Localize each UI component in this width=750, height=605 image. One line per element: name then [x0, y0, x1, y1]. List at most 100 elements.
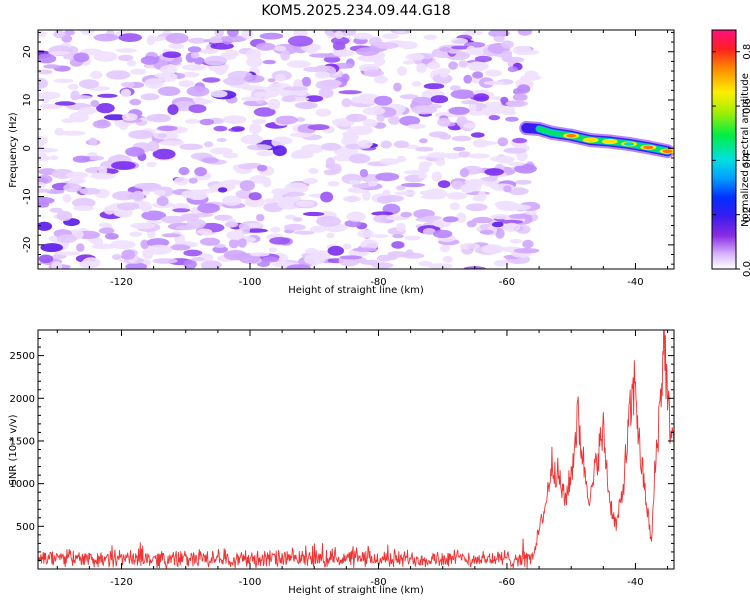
spectrogram-noise-blob	[89, 70, 103, 80]
spectrogram-noise-blob	[503, 147, 527, 154]
spectrogram-noise-blob	[488, 115, 501, 121]
spectrogram-noise-blob	[60, 130, 86, 136]
spectrogram-noise-blob	[493, 35, 505, 42]
spectrogram-noise-blob	[77, 106, 97, 115]
spectrogram-noise-blob	[168, 43, 185, 50]
spectrogram-noise-blob	[495, 227, 505, 239]
spectrogram-noise-blob	[415, 146, 434, 152]
spectrogram-noise-blob	[508, 161, 525, 167]
spectrogram-noise-blob	[38, 254, 54, 264]
spectrogram-noise-blob	[419, 161, 433, 168]
colorbar-gradient	[712, 30, 736, 269]
spectrogram-noise-blob	[505, 116, 519, 122]
spectrogram-noise-blob	[400, 211, 413, 218]
colorbar: 0.0 0.2 0.4 0.6 0.8 Normalized spectral ampl…	[711, 29, 750, 277]
spectrogram-noise-blob	[481, 244, 505, 254]
signal-peak	[585, 138, 596, 142]
spectrogram-noise-blob	[204, 141, 214, 148]
spectrogram-noise-blob	[89, 155, 104, 161]
spectrogram-noise-blob	[222, 115, 247, 124]
spectrogram-noise-blob	[201, 157, 220, 164]
spectrogram-noise-blob	[38, 147, 59, 153]
spectrogram-noise-blob	[399, 115, 421, 126]
spectrogram-noise-blob	[403, 170, 427, 175]
spectrogram-noise-blob	[191, 191, 208, 201]
spectrogram-noise-blob	[431, 171, 442, 182]
spectrogram-noise-blob	[437, 117, 451, 127]
spectrogram-noise-blob	[140, 93, 160, 101]
spectrogram-noise-blob	[256, 150, 274, 157]
spectrogram-noise-blob	[497, 137, 509, 147]
spectrogram-noise-blob	[157, 86, 181, 96]
spectrogram-noise-blob	[221, 195, 242, 206]
spectrogram-noise-blob	[92, 119, 111, 129]
spectrogram-noise-blob	[501, 40, 514, 49]
spectrogram-noise-blob	[214, 64, 228, 75]
spectrogram-noise-blob	[282, 86, 308, 91]
spectrogram-noise-blob	[64, 30, 75, 36]
spectrogram-noise-blob	[463, 122, 475, 129]
spectrogram-noise-blob	[129, 231, 143, 237]
spectrogram-noise-blob	[357, 229, 374, 238]
spectrogram-noise-blob	[188, 37, 208, 44]
spectrogram-noise-blob	[120, 81, 135, 88]
spectrogram-noise-blob	[466, 220, 477, 228]
spectrogram-noise-blob	[374, 75, 388, 84]
spectrogram-noise-blob	[275, 73, 286, 82]
spectrogram-noise-blob	[508, 187, 529, 196]
spectrogram-noise-blob	[392, 234, 404, 239]
spectrogram-noise-blob	[116, 202, 140, 211]
signal-peak	[566, 133, 577, 138]
colorbar-tick-label: 0.4	[742, 152, 750, 168]
spectrogram-noise-blob	[303, 66, 326, 72]
spectrogram-noise-blob	[316, 216, 342, 227]
spectrogram-y-axis: -20 -10 0 10 20	[22, 31, 674, 265]
spectrogram-noise-blob	[196, 228, 213, 235]
spectrogram-noise-blob	[272, 145, 287, 157]
spectrogram-noise-blob	[481, 106, 499, 115]
spectrogram-noise-blob	[161, 233, 181, 238]
spectrogram-noise-blob	[284, 182, 309, 194]
spectrogram-noise-blob	[131, 190, 145, 202]
spectrogram-noise-blob	[459, 242, 480, 250]
spectrogram-noise-blob	[222, 179, 244, 186]
spectrogram-noise-blob	[199, 237, 221, 246]
spectrogram-noise-blob	[54, 101, 76, 106]
spectrogram-noise-blob	[256, 214, 265, 222]
spectrogram-noise-blob	[277, 198, 301, 210]
spectrogram-noise-blob	[110, 240, 136, 250]
spectrogram-noise-blob	[63, 183, 82, 193]
snr-x-axis: -120 -100 -80 -60 -40	[56, 330, 669, 588]
spectrogram-noise-blob	[446, 192, 468, 199]
spectrogram-noise-blob	[126, 59, 137, 67]
spectrogram-noise-blob	[183, 249, 203, 257]
spectrogram-signal-track	[519, 121, 674, 159]
spectrogram-noise-blob	[188, 177, 198, 184]
spectrogram-noise-blob	[375, 42, 399, 49]
spectrogram-noise-blob	[281, 95, 296, 103]
spectrogram-noise-blob	[453, 146, 466, 152]
spectrogram-noise-blob	[204, 55, 228, 66]
spectrogram-noise-blob	[448, 61, 458, 70]
spectrogram-noise-blob	[178, 80, 195, 88]
spectrogram-noise-blob	[38, 221, 53, 231]
snr-y-tick-label: 500	[16, 522, 35, 533]
spectrogram-noise-blob	[341, 73, 350, 83]
spectrogram-noise-blob	[283, 191, 306, 197]
spectrogram-noise-blob	[221, 35, 247, 43]
signal-peak	[624, 142, 635, 146]
spectrogram-noise-blob	[98, 166, 108, 176]
spectrogram-noise-blob	[458, 60, 469, 68]
spectrogram-noise-blob	[188, 104, 207, 113]
spectrogram-noise-blob	[259, 32, 284, 40]
spectrogram-noise-blob	[427, 263, 453, 269]
spectrogram-noise-blob	[179, 143, 204, 150]
spectrogram-noise-blob	[362, 119, 378, 128]
spectrogram-noise-blob	[422, 215, 443, 220]
spectrogram-noise-blob	[187, 46, 202, 53]
spectrogram-noise-blob	[305, 95, 324, 102]
spectrogram-noise-blob	[461, 100, 479, 105]
spectrogram-noise-blob	[209, 147, 233, 155]
spectrogram-noise-blob	[256, 164, 268, 172]
spectrogram-noise-blob	[411, 96, 433, 107]
